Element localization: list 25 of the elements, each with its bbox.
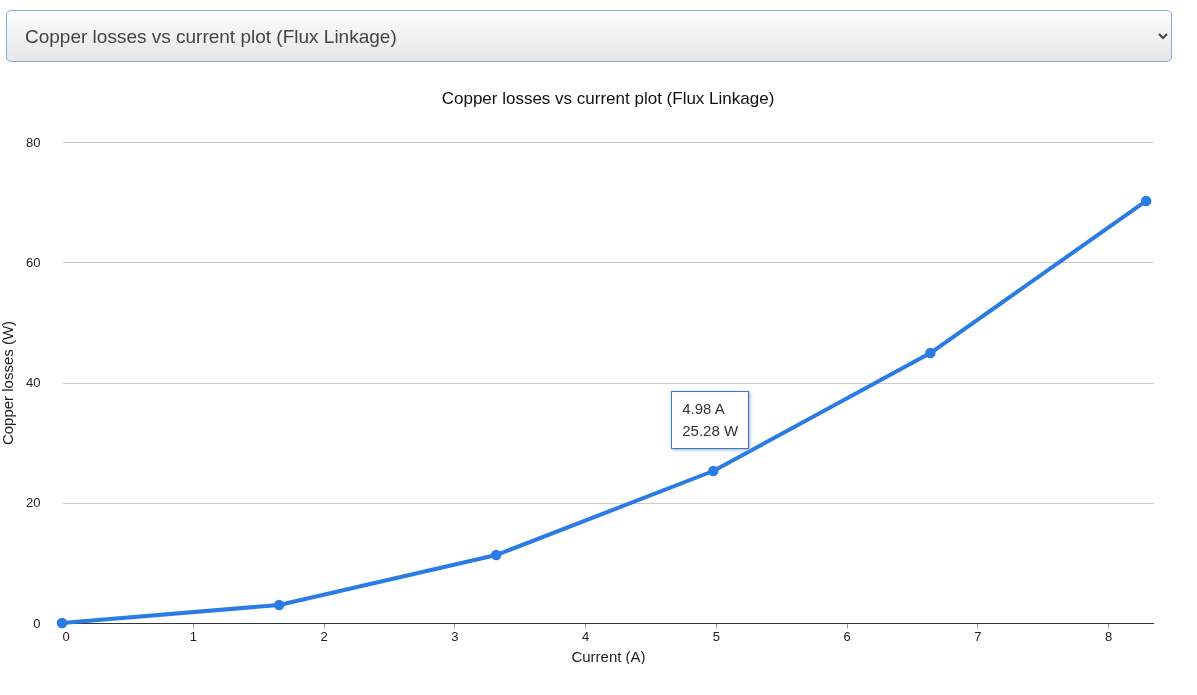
point — [273, 599, 285, 611]
point — [1140, 195, 1152, 207]
chart-select-field: Copper losses vs current plot (Flux Linkage) — [6, 10, 1172, 62]
x-tick-label: 5 — [712, 628, 721, 644]
annotation: 4.98 A 25.28 W — [671, 391, 750, 449]
point — [925, 347, 936, 359]
y-tick-label: 60 — [26, 254, 41, 270]
point — [490, 549, 502, 561]
x-tick-label: 0 — [62, 628, 70, 644]
x-tick-label: 4 — [582, 628, 590, 644]
point — [708, 465, 719, 477]
x-tick-label: 2 — [320, 628, 328, 644]
y-tick-label: 40 — [26, 375, 41, 390]
x-tick-label: 6 — [843, 628, 851, 644]
x-tick-label: 7 — [974, 628, 982, 644]
point — [56, 617, 68, 629]
y-tick-label: 80 — [26, 134, 41, 150]
y-tick-label: 0 — [33, 615, 41, 631]
x-tick-label: 8 — [1105, 628, 1113, 644]
y-tick-label: 20 — [26, 495, 41, 511]
y-axis-title: Copper losses (W) — [0, 320, 17, 446]
x-axis-title: Current (A) — [571, 647, 646, 665]
x-tick-label: 3 — [451, 628, 459, 644]
x-tick-label: 1 — [189, 628, 197, 644]
chart-title: Copper losses vs current plot (Flux Linkage) — [441, 89, 775, 108]
